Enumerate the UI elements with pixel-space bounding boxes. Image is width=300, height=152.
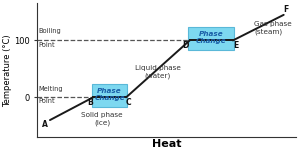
Bar [92,84,128,107]
Text: Solid phase
(ice): Solid phase (ice) [81,112,123,126]
Text: Phase
Change: Phase Change [94,88,125,101]
Text: Gas phase
(steam): Gas phase (steam) [254,21,292,35]
Bar [188,27,234,50]
Text: E: E [233,41,238,50]
Text: Boiling: Boiling [38,28,61,34]
Text: Point: Point [38,98,55,104]
X-axis label: Heat: Heat [152,138,182,149]
Text: C: C [126,98,131,107]
Text: Point: Point [38,42,55,48]
Y-axis label: Temperature (°C): Temperature (°C) [4,34,13,107]
Text: Phase
Change: Phase Change [196,31,226,44]
Text: D: D [182,41,188,50]
Text: Melting: Melting [38,86,63,92]
Text: B: B [87,98,93,107]
Text: A: A [42,120,48,129]
Text: Liquid phase
(water): Liquid phase (water) [135,65,181,79]
Text: F: F [284,5,289,14]
